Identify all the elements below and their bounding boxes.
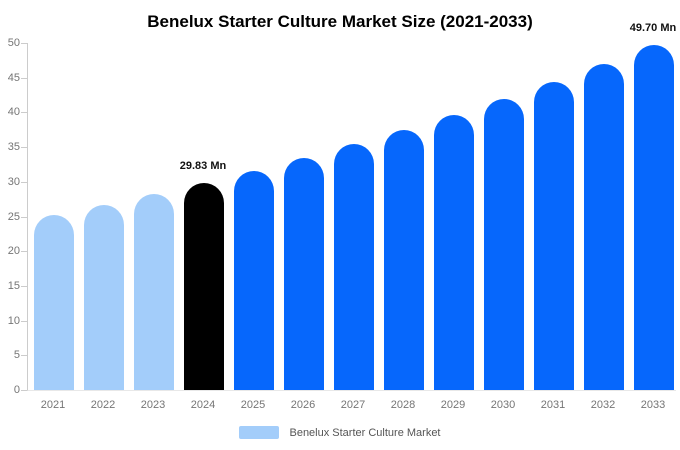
x-axis-label-2024: 2024 bbox=[190, 399, 216, 411]
bar-2027 bbox=[334, 144, 374, 390]
y-axis-tick-mark-35 bbox=[21, 147, 27, 149]
y-axis-tick-label-45: 45 bbox=[7, 71, 20, 84]
x-axis-label-2032: 2032 bbox=[590, 399, 616, 411]
y-axis-tick-mark-0 bbox=[21, 390, 27, 391]
y-axis-tick-label-5: 5 bbox=[13, 349, 20, 362]
legend-item[interactable]: Benelux Starter Culture Market bbox=[0, 426, 680, 439]
bar-2028 bbox=[384, 130, 424, 390]
y-axis-tick-label-10: 10 bbox=[7, 314, 20, 327]
bar-2021 bbox=[34, 215, 74, 390]
y-axis-tick-mark-25 bbox=[21, 216, 27, 218]
legend-label: Benelux Starter Culture Market bbox=[289, 426, 441, 439]
y-axis-tick-mark-40 bbox=[21, 112, 27, 114]
y-axis-tick-mark-30 bbox=[21, 181, 27, 183]
y-axis-tick-label-30: 30 bbox=[7, 175, 20, 188]
plot-area bbox=[27, 43, 676, 391]
x-axis-label-2025: 2025 bbox=[240, 399, 266, 411]
y-axis-tick-label-0: 0 bbox=[13, 384, 20, 396]
bar-2024 bbox=[184, 183, 224, 390]
x-axis-label-2023: 2023 bbox=[140, 399, 166, 411]
x-axis-label-2021: 2021 bbox=[40, 399, 66, 411]
y-axis-tick-label-40: 40 bbox=[7, 106, 20, 119]
legend-swatch bbox=[239, 426, 280, 439]
y-axis-tick-mark-20 bbox=[21, 251, 27, 253]
y-axis-tick-label-50: 50 bbox=[7, 37, 20, 49]
x-axis-label-2026: 2026 bbox=[290, 399, 316, 411]
bar-2022 bbox=[84, 205, 124, 390]
bar-2025 bbox=[234, 171, 274, 390]
data-label-2033: 49.70 Mn bbox=[629, 22, 677, 34]
x-axis-label-2031: 2031 bbox=[540, 399, 566, 411]
y-axis-tick-mark-15 bbox=[21, 285, 27, 287]
x-axis-label-2029: 2029 bbox=[440, 399, 466, 411]
y-axis-tick-label-20: 20 bbox=[7, 245, 20, 258]
bar-2026 bbox=[284, 158, 324, 390]
x-axis-label-2030: 2030 bbox=[490, 399, 516, 411]
x-axis-label-2027: 2027 bbox=[340, 399, 366, 411]
x-axis-label-2028: 2028 bbox=[390, 399, 416, 411]
bar-2032 bbox=[584, 64, 624, 390]
y-axis-tick-label-25: 25 bbox=[7, 210, 20, 223]
y-axis-tick-mark-5 bbox=[21, 355, 27, 357]
x-axis-label-2033: 2033 bbox=[640, 399, 666, 411]
x-axis-label-2022: 2022 bbox=[90, 399, 116, 411]
y-axis-tick-mark-45 bbox=[21, 77, 27, 79]
y-axis-tick-mark-10 bbox=[21, 320, 27, 322]
chart-title: Benelux Starter Culture Market Size (202… bbox=[147, 12, 533, 31]
bar-2029 bbox=[434, 115, 474, 390]
y-axis-tick-label-35: 35 bbox=[7, 141, 20, 154]
bar-2023 bbox=[134, 194, 174, 390]
bar-2033 bbox=[634, 45, 674, 390]
bar-2030 bbox=[484, 99, 524, 390]
y-axis-tick-label-15: 15 bbox=[7, 279, 20, 292]
y-axis-tick-mark-50 bbox=[21, 43, 27, 44]
data-label-2024: 29.83 Mn bbox=[179, 160, 227, 172]
bar-2031 bbox=[534, 82, 574, 390]
